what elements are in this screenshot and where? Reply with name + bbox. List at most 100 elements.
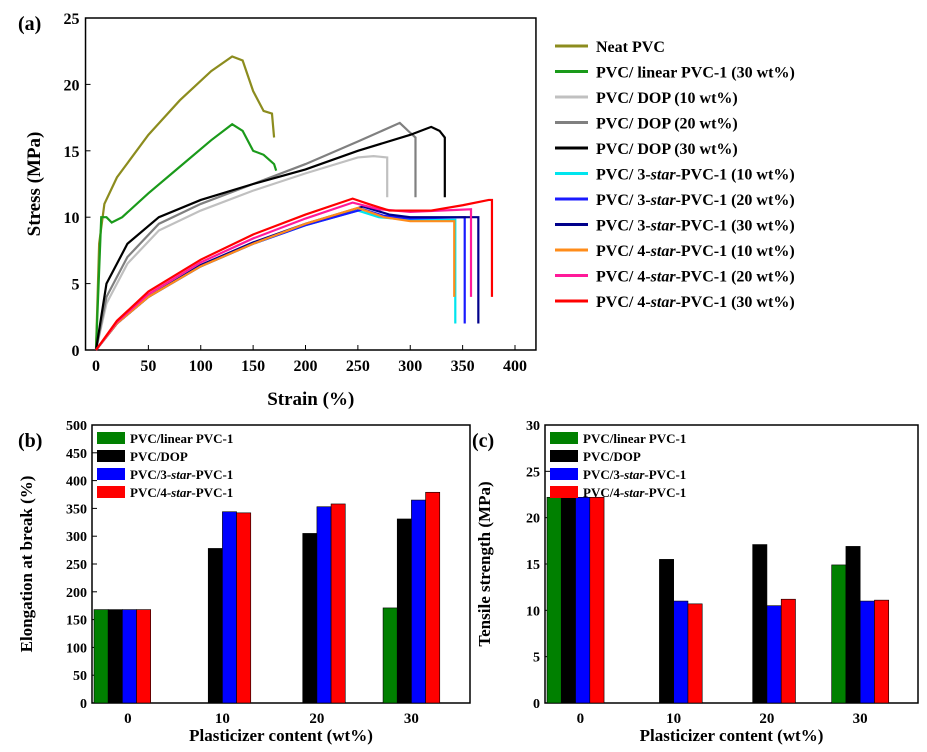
bar bbox=[222, 511, 237, 704]
bar bbox=[673, 600, 689, 704]
x-tick-label-a: 50 bbox=[140, 358, 156, 375]
series-line bbox=[94, 125, 446, 351]
bar bbox=[396, 518, 412, 704]
y-tick-label: 450 bbox=[66, 447, 87, 462]
series-line bbox=[94, 121, 417, 351]
legend-label: PVC/ DOP (10 wt%) bbox=[596, 90, 738, 107]
bar bbox=[207, 548, 223, 704]
bar bbox=[560, 496, 576, 704]
x-tick-label: 0 bbox=[577, 711, 585, 727]
bar bbox=[107, 609, 123, 704]
bar bbox=[316, 506, 332, 704]
legend-swatch bbox=[97, 450, 125, 462]
legend-label: Neat PVC bbox=[596, 39, 665, 56]
x-tick-label: 20 bbox=[309, 711, 324, 727]
y-axis-label: Tensile strength (MPa) bbox=[475, 481, 494, 646]
x-tick-label-a: 350 bbox=[451, 358, 475, 375]
x-tick-label-a: 300 bbox=[398, 358, 422, 375]
y-tick-label: 0 bbox=[80, 697, 87, 712]
series-line bbox=[95, 201, 473, 351]
bar bbox=[546, 496, 562, 704]
panel-label: (b) bbox=[18, 430, 42, 452]
legend-label: PVC/3-star-PVC-1 bbox=[130, 467, 233, 482]
y-axis-label: Elongation at break (%) bbox=[17, 476, 36, 653]
y-tick-label: 5 bbox=[533, 651, 540, 666]
panel-label-a: (a) bbox=[18, 13, 41, 35]
bar bbox=[575, 496, 591, 704]
series-line bbox=[95, 197, 494, 351]
bar bbox=[659, 559, 674, 704]
y-tick-label: 200 bbox=[66, 586, 87, 601]
legend-label: PVC/ DOP (30 wt%) bbox=[596, 141, 738, 158]
y-tick-label: 10 bbox=[526, 604, 540, 619]
bar bbox=[425, 491, 441, 704]
y-tick-label: 300 bbox=[66, 530, 87, 545]
x-tick-label-a: 150 bbox=[241, 358, 265, 375]
legend-label: PVC/ 3-star-PVC-1 (20 wt%) bbox=[596, 192, 795, 209]
legend-label: PVC/4-star-PVC-1 bbox=[130, 485, 233, 500]
x-tick-label: 30 bbox=[404, 711, 419, 727]
y-axis-label-a: Stress (MPa) bbox=[24, 132, 45, 237]
legend-swatch bbox=[550, 468, 578, 480]
y-tick-label: 400 bbox=[66, 475, 87, 490]
x-tick-label: 30 bbox=[853, 711, 868, 727]
series-line bbox=[95, 206, 456, 351]
y-tick-label-a: 15 bbox=[64, 144, 80, 161]
x-tick-label: 20 bbox=[759, 711, 774, 727]
legend-label: PVC/3-star-PVC-1 bbox=[583, 467, 686, 482]
x-tick-label-a: 100 bbox=[189, 358, 213, 375]
x-tick-label-a: 400 bbox=[503, 358, 527, 375]
legend-label: PVC/DOP bbox=[583, 449, 641, 464]
y-tick-label-a: 0 bbox=[72, 343, 80, 360]
bar bbox=[411, 499, 426, 704]
y-tick-label: 20 bbox=[526, 512, 540, 527]
legend-label: PVC/DOP bbox=[130, 449, 188, 464]
y-tick-label-a: 5 bbox=[72, 277, 80, 294]
legend-swatch bbox=[550, 432, 578, 444]
bar bbox=[859, 600, 875, 704]
y-tick-label: 25 bbox=[526, 465, 540, 480]
y-tick-label-a: 10 bbox=[64, 210, 80, 227]
series-line bbox=[94, 122, 278, 351]
bar bbox=[302, 533, 318, 704]
legend-label: PVC/ 4-star-PVC-1 (10 wt%) bbox=[596, 243, 795, 260]
series-line bbox=[94, 155, 389, 351]
bar bbox=[766, 605, 782, 704]
panel-label: (c) bbox=[472, 430, 494, 452]
bar bbox=[845, 546, 861, 704]
x-tick-label-a: 0 bbox=[92, 358, 100, 375]
legend-label: PVC/linear PVC-1 bbox=[130, 431, 233, 446]
bar bbox=[780, 598, 796, 704]
legend-label: PVC/ 4-star-PVC-1 (20 wt%) bbox=[596, 269, 795, 286]
legend-label: PVC/4-star-PVC-1 bbox=[583, 485, 686, 500]
bar bbox=[752, 544, 768, 704]
x-tick-label: 10 bbox=[666, 711, 681, 727]
bar bbox=[831, 564, 847, 704]
legend-label: PVC/ DOP (20 wt%) bbox=[596, 116, 738, 133]
y-tick-label: 350 bbox=[66, 502, 87, 517]
y-tick-label: 100 bbox=[66, 641, 87, 656]
x-tick-label-a: 200 bbox=[294, 358, 318, 375]
bar bbox=[330, 503, 346, 704]
bar bbox=[236, 512, 252, 704]
y-tick-label: 250 bbox=[66, 558, 87, 573]
legend-swatch bbox=[550, 486, 578, 498]
y-tick-label: 30 bbox=[526, 419, 540, 434]
x-tick-label: 0 bbox=[124, 711, 132, 727]
x-tick-label: 10 bbox=[215, 711, 230, 727]
legend-label: PVC/ 3-star-PVC-1 (30 wt%) bbox=[596, 218, 795, 235]
legend-label: PVC/ 3-star-PVC-1 (10 wt%) bbox=[596, 167, 795, 184]
bar bbox=[874, 599, 890, 704]
bar bbox=[93, 609, 109, 704]
bar bbox=[687, 603, 703, 704]
legend-label: PVC/linear PVC-1 bbox=[583, 431, 686, 446]
bar bbox=[136, 609, 151, 704]
series-line bbox=[94, 55, 276, 351]
legend-label: PVC/ 4-star-PVC-1 (30 wt%) bbox=[596, 294, 795, 311]
x-tick-label-a: 250 bbox=[346, 358, 370, 375]
y-tick-label: 150 bbox=[66, 614, 87, 629]
legend-swatch bbox=[97, 432, 125, 444]
y-tick-label: 500 bbox=[66, 419, 87, 434]
